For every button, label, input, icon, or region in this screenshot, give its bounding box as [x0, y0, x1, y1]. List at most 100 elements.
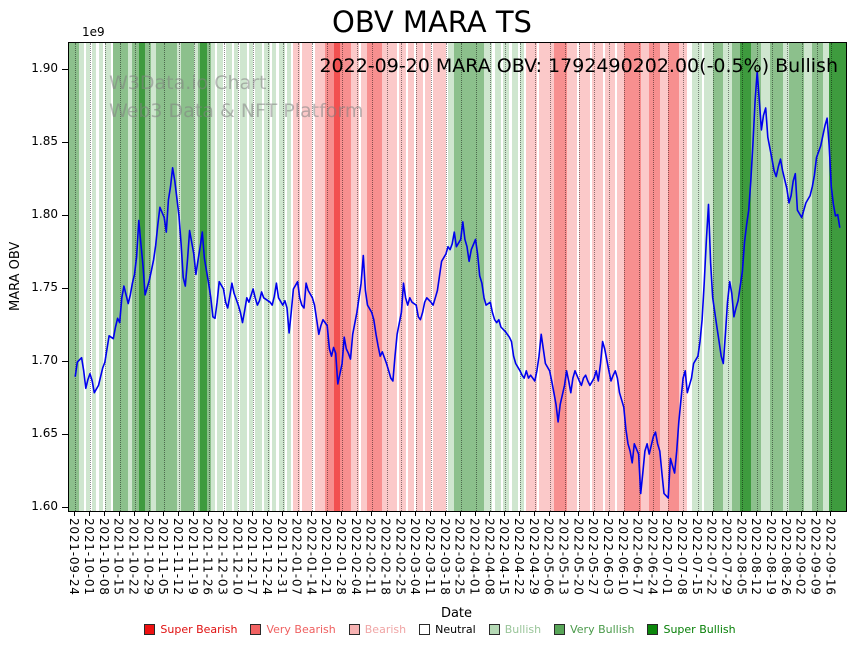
band-very_bullish — [69, 43, 80, 511]
gridline — [594, 43, 596, 511]
legend-label-very_bearish: Very Bearish — [266, 623, 336, 636]
band-bullish — [151, 43, 156, 511]
bearish-swatch — [348, 624, 360, 635]
x-tick-label: 2022-01-07 — [289, 518, 304, 596]
band-very_bullish — [712, 43, 724, 511]
gridline — [386, 43, 388, 511]
x-tick-label: 2022-07-29 — [719, 518, 734, 596]
legend-item-bullish: Bullish — [488, 623, 541, 636]
band-bullish — [723, 43, 732, 511]
x-tick-label: 2022-02-18 — [378, 518, 393, 596]
band-bullish — [234, 43, 239, 511]
x-tick-label: 2022-09-02 — [793, 518, 808, 596]
x-tick-mark — [103, 511, 105, 516]
x-tick-mark — [430, 511, 431, 516]
band-super_bullish — [138, 43, 146, 511]
band-bullish — [92, 43, 97, 511]
y-tick-label: 1.80 — [31, 207, 58, 221]
x-tick-label: 2021-12-17 — [245, 518, 260, 596]
y-tick-mark — [62, 215, 68, 216]
legend-item-super_bearish: Super Bearish — [144, 623, 237, 636]
gridline — [490, 43, 492, 511]
y-tick-mark — [62, 69, 68, 70]
band-bearish — [301, 43, 313, 511]
x-tick-label: 2022-01-14 — [304, 518, 319, 596]
y-tick-label: 1.90 — [31, 61, 58, 75]
x-tick-label: 2022-05-06 — [541, 518, 556, 596]
gridline — [327, 43, 329, 511]
x-tick-label: 2021-10-01 — [82, 518, 96, 596]
y-tick-mark — [62, 361, 68, 363]
x-tick-label: 2022-02-25 — [393, 518, 408, 596]
gridline — [90, 43, 91, 511]
x-tick-label: 2021-12-10 — [230, 518, 245, 596]
x-tick-label: 2022-02-04 — [348, 518, 363, 596]
legend-label-super_bullish: Super Bullish — [663, 623, 736, 636]
band-bearish — [424, 43, 432, 511]
x-tick-mark — [148, 511, 150, 516]
watermark: W3Data.io Chart Web3 Data & NFT Platform — [109, 69, 363, 125]
gridline — [668, 43, 670, 511]
gridline — [608, 43, 610, 511]
x-tick-mark — [800, 511, 802, 516]
band-bullish — [240, 43, 247, 511]
y-tick-marks — [62, 42, 68, 510]
gridline — [475, 43, 477, 511]
legend-item-neutral: Neutral — [419, 623, 476, 636]
x-tick-mark — [741, 511, 743, 516]
band-bullish — [803, 43, 813, 511]
band-bullish — [272, 43, 277, 511]
band-bearish — [350, 43, 359, 511]
band-very_bearish — [553, 43, 567, 511]
x-tick-mark — [385, 511, 387, 516]
band-bearish — [566, 43, 578, 511]
gridline — [520, 43, 521, 511]
band-very_bullish — [812, 43, 823, 511]
chart-title: OBV MARA TS — [332, 5, 532, 39]
band-very_bearish — [668, 43, 679, 511]
x-tick-label: 2021-09-24 — [67, 518, 82, 596]
band-bearish — [314, 43, 326, 511]
band-bullish — [255, 43, 262, 511]
x-tick-label: 2022-08-12 — [749, 518, 764, 596]
x-tick-mark — [74, 511, 76, 516]
legend-label-very_bullish: Very Bullish — [570, 623, 635, 636]
gridlines — [69, 43, 846, 511]
gridline — [757, 43, 759, 511]
x-tick-label: 2022-03-18 — [437, 518, 452, 596]
x-tick-mark — [711, 511, 713, 516]
band-very_bullish — [155, 43, 177, 511]
gridline — [431, 43, 432, 511]
gridline — [371, 43, 373, 511]
x-tick-label: 2022-07-08 — [675, 518, 690, 596]
gridline — [579, 43, 581, 511]
band-bullish — [176, 43, 182, 511]
x-tick-label: 2022-03-11 — [423, 518, 437, 596]
x-tick-mark — [415, 511, 417, 516]
x-tick-mark — [118, 511, 120, 516]
obv-line — [74, 70, 841, 499]
x-tick-label: 2022-05-13 — [556, 518, 571, 596]
band-very_bullish — [181, 43, 194, 511]
x-axis-label: Date — [440, 606, 473, 621]
band-bearish — [591, 43, 603, 511]
legend-item-very_bullish: Very Bullish — [554, 623, 634, 636]
band-bullish — [98, 43, 103, 511]
legend-label-neutral: Neutral — [435, 623, 476, 636]
band-very_bullish — [198, 43, 201, 511]
x-tick-label: 2021-12-31 — [274, 518, 289, 596]
x-tick-mark — [296, 511, 298, 516]
gridline — [801, 43, 803, 511]
y-tick-label: 1.75 — [31, 280, 58, 294]
band-bearish — [659, 43, 669, 511]
x-tick-mark — [622, 511, 624, 516]
gridline — [564, 43, 566, 511]
x-tick-mark — [682, 511, 684, 516]
gridline — [683, 43, 685, 511]
gridline — [342, 43, 344, 511]
band-bullish — [278, 43, 285, 511]
legend: Super Bearish Very Bearish Bearish Neutral B… — [40, 623, 840, 636]
gridline — [208, 43, 210, 511]
band-very_bullish — [113, 43, 129, 511]
